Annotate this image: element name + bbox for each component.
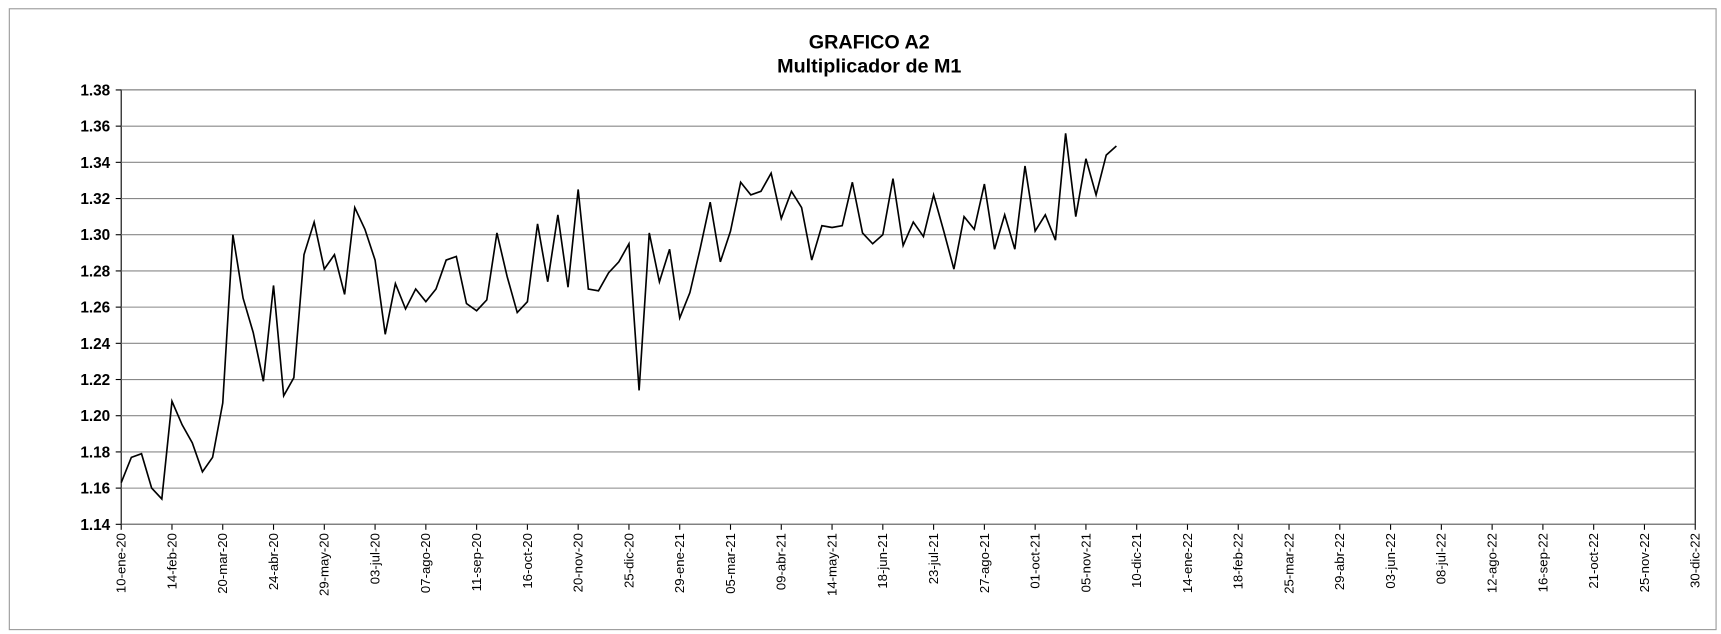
y-tick-label: 1.14 <box>80 517 110 534</box>
x-tick-label: 09-abr-21 <box>774 533 789 590</box>
x-tick-label: 03-jun-22 <box>1383 533 1398 589</box>
x-tick-label: 25-dic-20 <box>621 533 636 588</box>
x-tick-label: 14-feb-20 <box>164 533 179 589</box>
x-tick-label: 12-ago-22 <box>1485 533 1500 593</box>
y-tick-label: 1.18 <box>80 444 110 461</box>
x-tick-label: 20-mar-20 <box>215 533 230 594</box>
x-tick-label: 01-oct-21 <box>1028 533 1043 589</box>
x-tick-label: 27-ago-21 <box>977 533 992 593</box>
y-tick-label: 1.36 <box>80 119 110 136</box>
x-tick-label: 23-jul-21 <box>926 533 941 584</box>
x-tick-label: 25-mar-22 <box>1281 533 1296 594</box>
x-tick-label: 25-nov-22 <box>1637 533 1652 592</box>
y-tick-label: 1.28 <box>80 263 110 280</box>
x-tick-label: 18-feb-22 <box>1231 533 1246 589</box>
x-tick-label: 10-ene-20 <box>114 533 129 593</box>
y-tick-label: 1.32 <box>80 191 110 208</box>
y-tick-label: 1.30 <box>80 227 110 244</box>
x-tick-label: 20-nov-20 <box>571 533 586 592</box>
x-tick-label: 03-jul-20 <box>367 533 382 584</box>
chart-title: GRAFICO A2 <box>809 31 930 53</box>
x-tick-label: 16-sep-22 <box>1535 533 1550 592</box>
x-tick-label: 08-jul-22 <box>1434 533 1449 584</box>
data-line <box>120 133 1117 501</box>
x-tick-label: 07-ago-20 <box>418 533 433 593</box>
y-tick-label: 1.34 <box>80 155 110 172</box>
y-tick-label: 1.26 <box>80 300 110 317</box>
y-tick-label: 1.38 <box>80 82 110 99</box>
y-tick-label: 1.20 <box>80 408 110 425</box>
x-tick-label: 10-dic-21 <box>1129 533 1144 588</box>
x-tick-label: 29-ene-21 <box>672 533 687 593</box>
x-tick-label: 05-nov-21 <box>1078 533 1093 592</box>
x-tick-label: 24-abr-20 <box>266 533 281 590</box>
y-tick-label: 1.16 <box>80 481 110 498</box>
x-tick-label: 14-ene-22 <box>1180 533 1195 593</box>
chart-subtitle: Multiplicador de M1 <box>777 55 961 77</box>
x-tick-label: 16-oct-20 <box>520 533 535 589</box>
y-tick-label: 1.22 <box>80 372 110 389</box>
y-tick-label: 1.24 <box>80 336 110 353</box>
x-tick-label: 14-may-21 <box>824 533 839 596</box>
x-tick-label: 11-sep-20 <box>469 533 484 591</box>
x-tick-label: 29-may-20 <box>317 533 332 596</box>
x-tick-label: 30-dic-22 <box>1688 533 1703 588</box>
x-tick-label: 18-jun-21 <box>875 533 890 589</box>
x-tick-label: 21-oct-22 <box>1586 533 1601 589</box>
x-tick-label: 05-mar-21 <box>723 533 738 594</box>
x-tick-label: 29-abr-22 <box>1332 533 1347 590</box>
